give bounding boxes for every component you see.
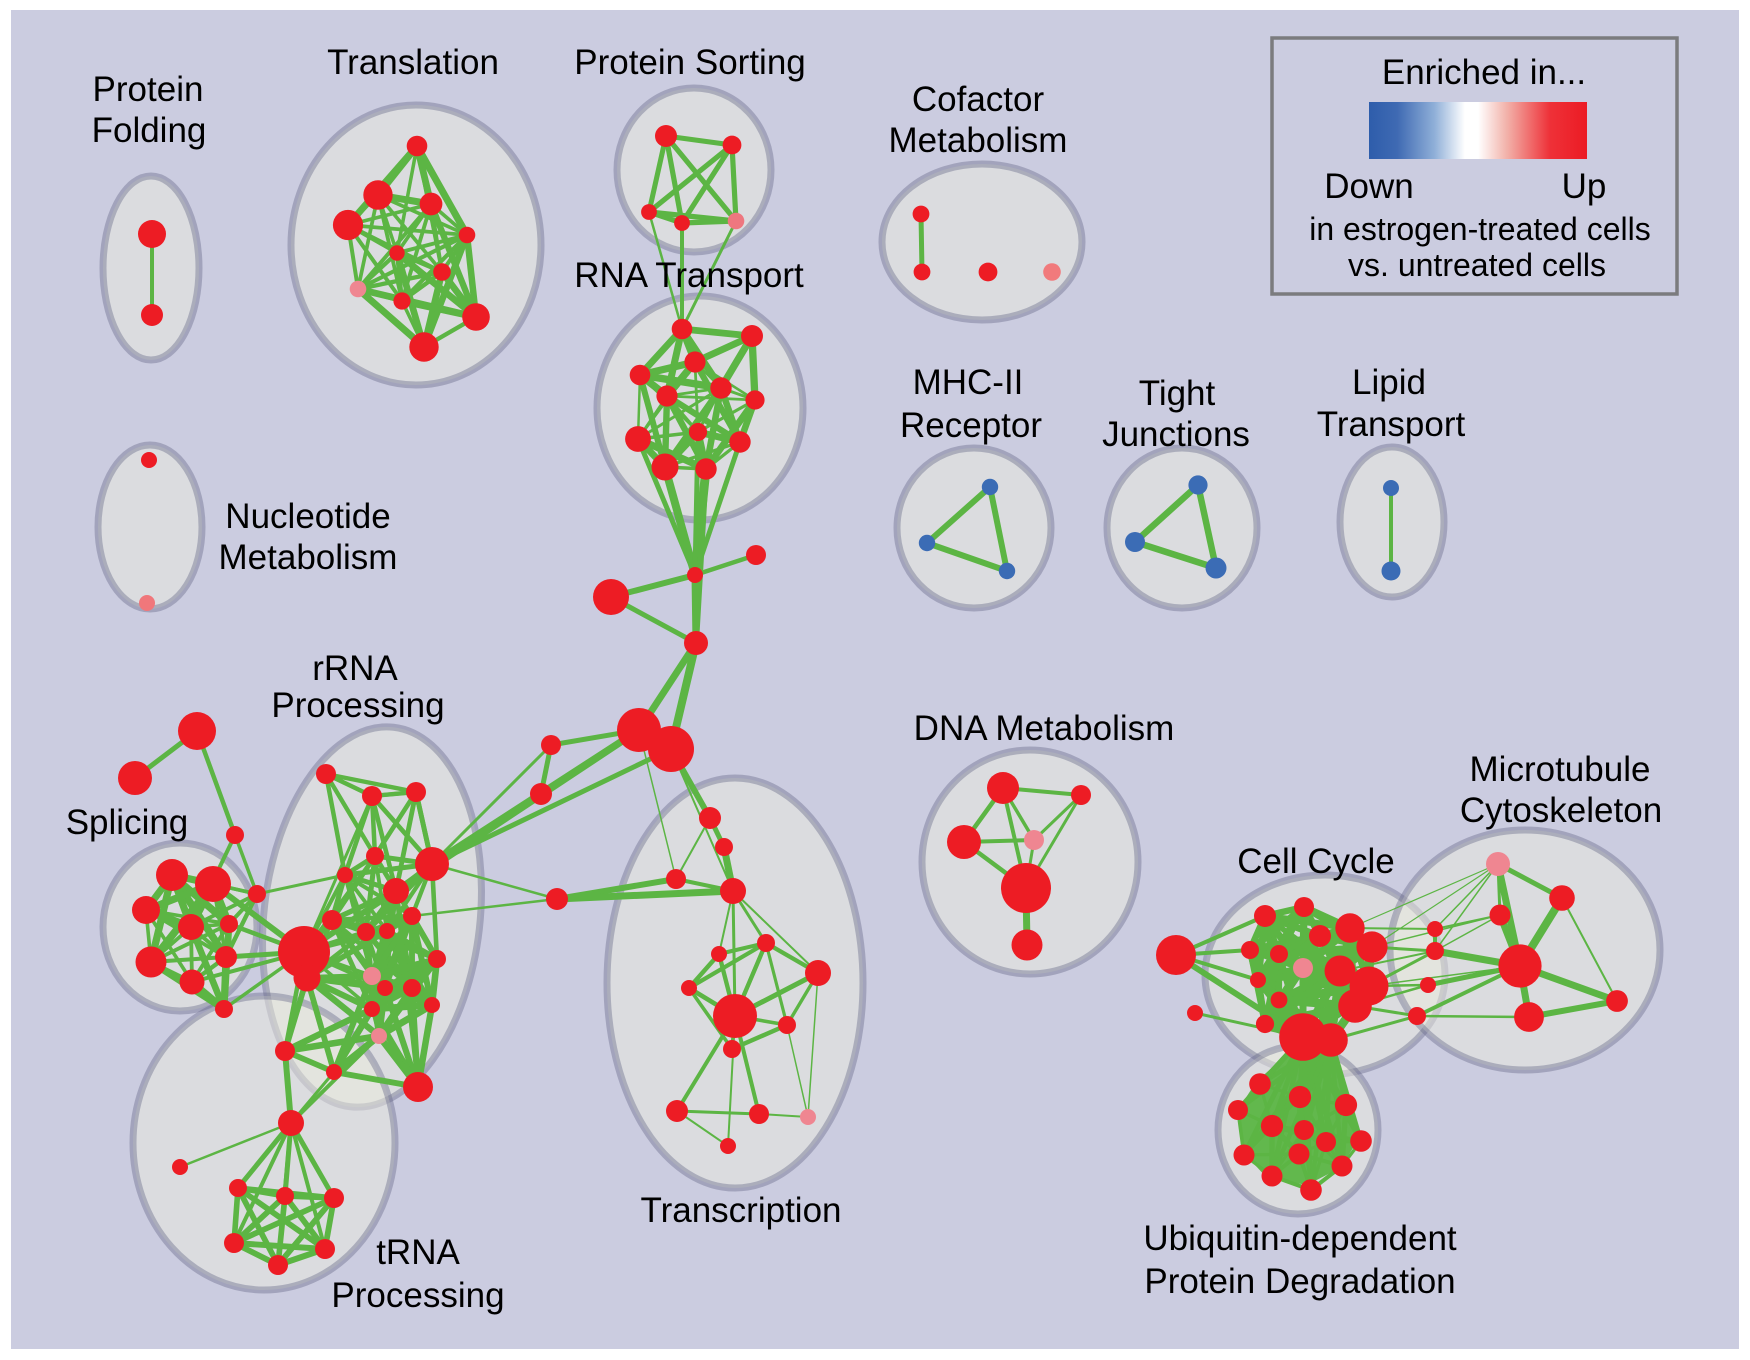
svg-text:Protein: Protein: [93, 70, 204, 109]
svg-text:rRNA: rRNA: [312, 649, 398, 688]
svg-text:MHC-II: MHC-II: [913, 363, 1024, 402]
svg-text:Ubiquitin-dependent: Ubiquitin-dependent: [1143, 1219, 1457, 1258]
svg-text:Protein Degradation: Protein Degradation: [1144, 1262, 1455, 1301]
svg-text:Splicing: Splicing: [66, 803, 189, 842]
svg-text:Up: Up: [1562, 167, 1607, 206]
svg-text:Receptor: Receptor: [900, 406, 1042, 445]
svg-text:DNA Metabolism: DNA Metabolism: [914, 709, 1175, 748]
svg-text:Cofactor: Cofactor: [912, 80, 1045, 119]
svg-text:Junctions: Junctions: [1102, 415, 1250, 454]
svg-text:Microtubule: Microtubule: [1470, 750, 1651, 789]
svg-text:Metabolism: Metabolism: [889, 121, 1068, 160]
svg-text:RNA Transport: RNA Transport: [574, 256, 804, 295]
svg-text:Nucleotide: Nucleotide: [225, 497, 390, 536]
svg-text:Cell Cycle: Cell Cycle: [1237, 842, 1395, 881]
svg-text:Translation: Translation: [327, 43, 499, 82]
svg-text:Tight: Tight: [1139, 374, 1216, 413]
svg-text:Folding: Folding: [92, 111, 207, 150]
svg-text:Transport: Transport: [1317, 405, 1466, 444]
svg-text:Lipid: Lipid: [1352, 363, 1426, 402]
svg-text:Processing: Processing: [331, 1276, 504, 1315]
svg-text:Cytoskeleton: Cytoskeleton: [1460, 791, 1662, 830]
svg-text:Down: Down: [1324, 167, 1413, 206]
svg-text:in estrogen-treated cells: in estrogen-treated cells: [1309, 211, 1651, 247]
svg-text:Protein Sorting: Protein Sorting: [574, 43, 806, 82]
svg-text:Transcription: Transcription: [641, 1191, 842, 1230]
svg-text:Metabolism: Metabolism: [219, 538, 398, 577]
svg-text:Processing: Processing: [271, 686, 444, 725]
svg-text:vs. untreated cells: vs. untreated cells: [1348, 247, 1606, 283]
svg-text:tRNA: tRNA: [376, 1233, 460, 1272]
svg-text:Enriched in...: Enriched in...: [1382, 53, 1586, 92]
